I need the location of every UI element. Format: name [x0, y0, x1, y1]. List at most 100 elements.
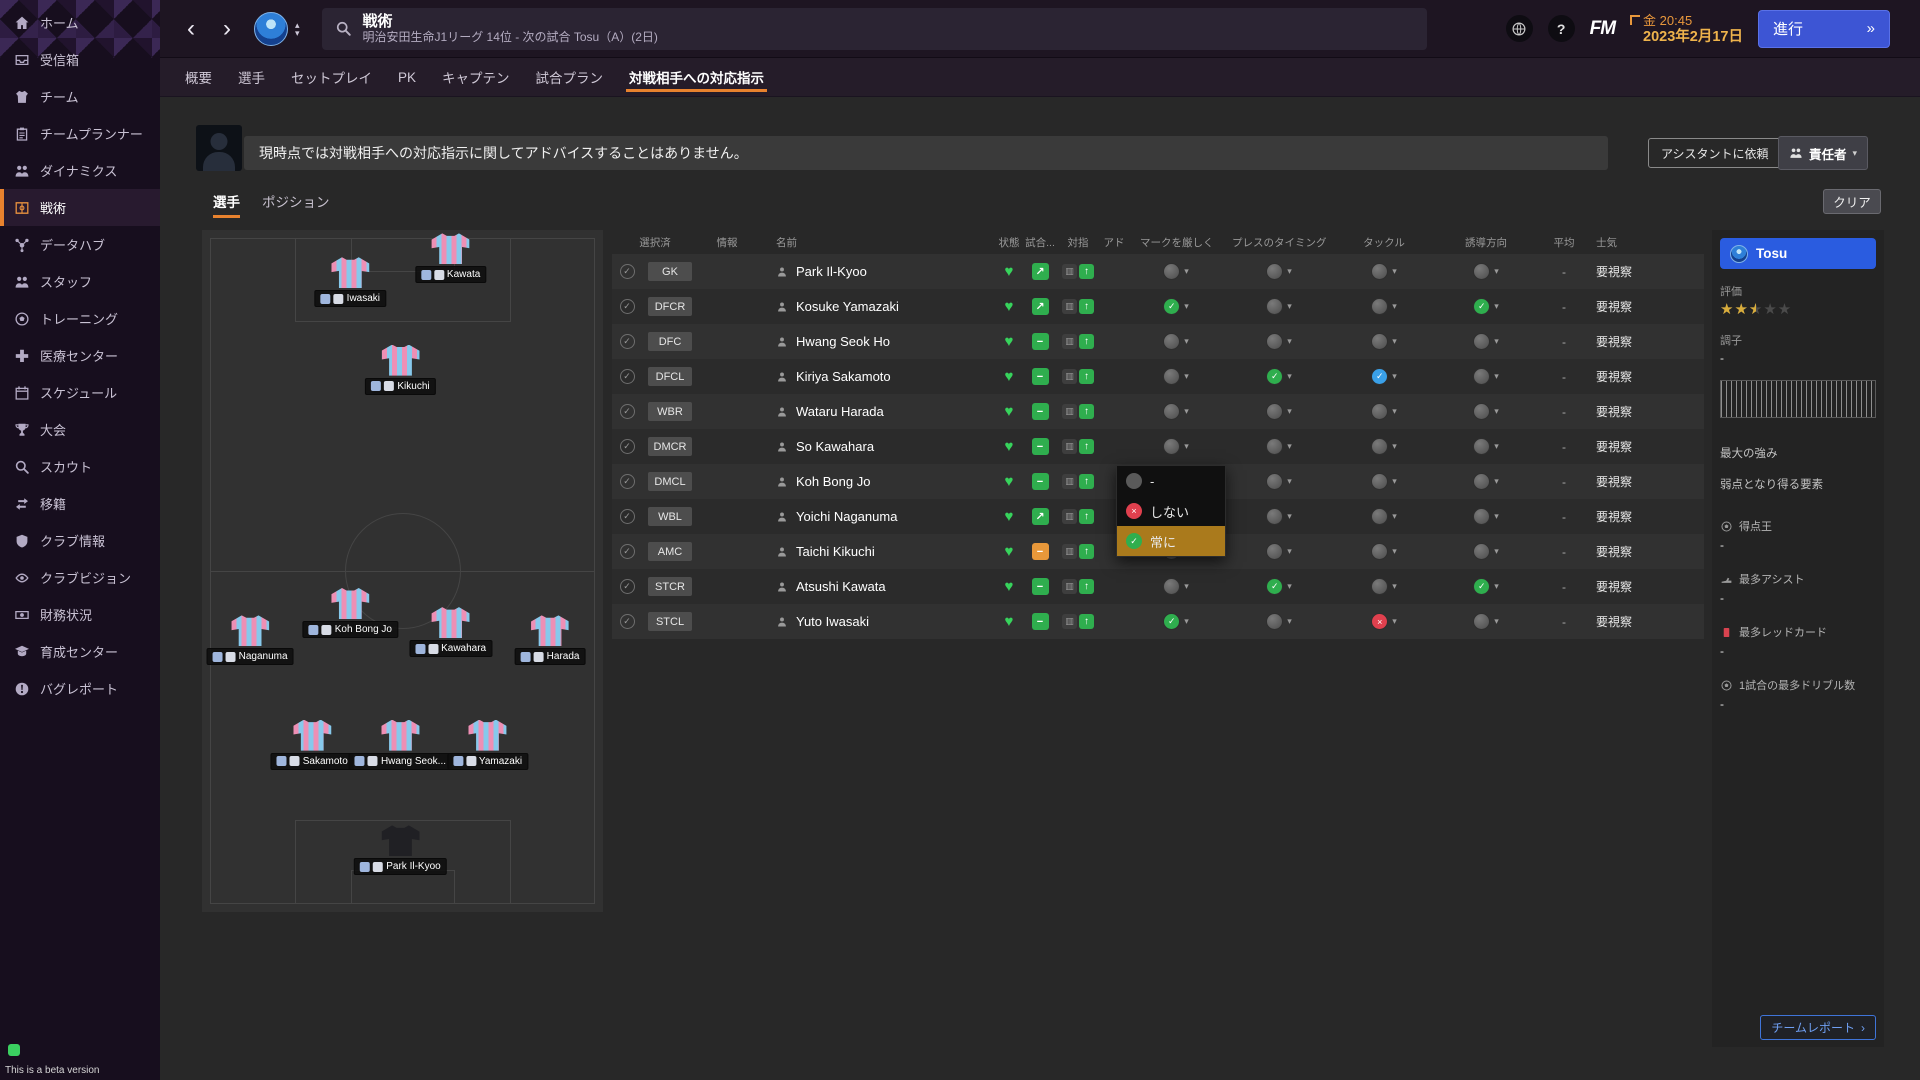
subtab-players[interactable]: 選手 [213, 191, 240, 218]
column-header[interactable]: 状態 [998, 236, 1020, 249]
tackling-select[interactable]: ✓ ▾ [1334, 359, 1434, 394]
sidebar-item-schedule[interactable]: スケジュール [0, 374, 160, 411]
player-name-cell[interactable]: Kosuke Yamazaki [756, 289, 994, 324]
tab-PK[interactable]: PK [398, 69, 417, 85]
player-name-cell[interactable]: Park Il-Kyoo [756, 254, 994, 289]
tackling-select[interactable]: ▾ [1334, 289, 1434, 324]
column-header[interactable]: 名前 [776, 236, 797, 249]
pitch-player[interactable]: Kawata [414, 233, 487, 284]
selected-checkbox[interactable]: ✓ [612, 254, 642, 289]
tackling-select[interactable]: ▾ [1334, 499, 1434, 534]
selected-checkbox[interactable]: ✓ [612, 289, 642, 324]
player-name-cell[interactable]: Kiriya Sakamoto [756, 359, 994, 394]
selected-checkbox[interactable]: ✓ [612, 604, 642, 639]
player-name-cell[interactable]: Atsushi Kawata [756, 569, 994, 604]
column-header[interactable]: 試合... [1025, 236, 1055, 249]
sidebar-item-tactics[interactable]: 戦術 [0, 189, 160, 226]
column-header[interactable]: タックル [1363, 236, 1405, 249]
dropdown-option[interactable]: × しない [1117, 496, 1225, 526]
team-report-button[interactable]: チームレポート › [1760, 1015, 1876, 1040]
tight-marking-select[interactable]: ▾ [1128, 569, 1224, 604]
show-onto-foot-select[interactable]: ▾ [1434, 429, 1538, 464]
pitch-player[interactable]: Koh Bong Jo [302, 588, 398, 639]
column-header[interactable]: 対指 [1067, 236, 1089, 249]
tight-marking-select[interactable]: ✓ ▾ [1128, 604, 1224, 639]
tight-marking-select[interactable]: ✓ ▾ [1128, 289, 1224, 324]
responsibility-button[interactable]: 責任者 ▾ [1778, 136, 1869, 170]
sidebar-item-dynamics[interactable]: ダイナミクス [0, 152, 160, 189]
tackling-select[interactable]: ▾ [1334, 464, 1434, 499]
sidebar-item-team[interactable]: チーム [0, 78, 160, 115]
pressing-timing-select[interactable]: ▾ [1224, 604, 1334, 639]
pitch-player[interactable]: Sakamoto [270, 719, 354, 770]
sidebar-item-club-info[interactable]: クラブ情報 [0, 522, 160, 559]
pitch-player[interactable]: Kikuchi [365, 344, 436, 395]
column-header[interactable]: 情報 [716, 236, 738, 249]
tackling-select[interactable]: ▾ [1334, 394, 1434, 429]
tight-marking-select[interactable]: ▾ [1128, 254, 1224, 289]
pressing-timing-select[interactable]: ▾ [1224, 254, 1334, 289]
pitch-player[interactable]: Naganuma [206, 615, 294, 666]
sidebar-item-club-vision[interactable]: クラブビジョン [0, 559, 160, 596]
selected-checkbox[interactable]: ✓ [612, 359, 642, 394]
dropdown-option[interactable]: ✓ 常に [1117, 526, 1225, 556]
column-header[interactable]: 平均 [1553, 236, 1575, 249]
pitch-player[interactable]: Yamazaki [446, 719, 529, 770]
tight-marking-select[interactable]: ▾ [1128, 324, 1224, 359]
column-header[interactable]: プレスのタイミング [1232, 236, 1327, 249]
selected-checkbox[interactable]: ✓ [612, 534, 642, 569]
sidebar-item-home[interactable]: ホーム [0, 4, 160, 41]
pressing-timing-select[interactable]: ▾ [1224, 429, 1334, 464]
search-title-box[interactable]: 戦術 明治安田生命J1リーグ 14位 - 次の試合 Tosu（A）(2日) [321, 7, 1427, 50]
player-name-cell[interactable]: Yoichi Naganuma [756, 499, 994, 534]
player-name-cell[interactable]: So Kawahara [756, 429, 994, 464]
sidebar-item-bug-report[interactable]: バグレポート [0, 670, 160, 707]
column-header[interactable]: アド [1103, 236, 1125, 249]
continue-button[interactable]: 進行 » [1758, 9, 1890, 48]
tab-概要[interactable]: 概要 [185, 71, 212, 86]
pitch-player[interactable]: Park Il-Kyoo [354, 825, 447, 876]
selected-checkbox[interactable]: ✓ [612, 394, 642, 429]
pressing-timing-select[interactable]: ▾ [1224, 289, 1334, 324]
sidebar-item-medical-centre[interactable]: 医療センター [0, 337, 160, 374]
pressing-timing-select[interactable]: ▾ [1224, 499, 1334, 534]
sidebar-item-data-hub[interactable]: データハブ [0, 226, 160, 263]
column-header[interactable]: 士気 [1596, 236, 1617, 249]
sidebar-item-scouting[interactable]: スカウト [0, 448, 160, 485]
pitch-player[interactable]: Iwasaki [314, 257, 387, 308]
ask-assistant-button[interactable]: アシスタントに依頼 [1648, 138, 1782, 168]
selected-checkbox[interactable]: ✓ [612, 464, 642, 499]
show-onto-foot-select[interactable]: ✓ ▾ [1434, 289, 1538, 324]
tab-試合プラン[interactable]: 試合プラン [535, 71, 604, 86]
column-header[interactable]: 誘導方向 [1465, 236, 1507, 249]
tab-対戦相手への対応指示[interactable]: 対戦相手への対応指示 [616, 58, 777, 96]
tackling-select[interactable]: ▾ [1334, 534, 1434, 569]
show-onto-foot-select[interactable]: ▾ [1434, 534, 1538, 569]
show-onto-foot-select[interactable]: ▾ [1434, 254, 1538, 289]
pressing-timing-select[interactable]: ▾ [1224, 324, 1334, 359]
tight-marking-select[interactable]: ▾ [1128, 359, 1224, 394]
tight-marking-select[interactable]: ▾ [1128, 429, 1224, 464]
selected-checkbox[interactable]: ✓ [612, 499, 642, 534]
forward-button[interactable]: › [223, 14, 231, 42]
pressing-timing-select[interactable]: ✓ ▾ [1224, 359, 1334, 394]
tab-キャプテン[interactable]: キャプテン [442, 71, 510, 86]
show-onto-foot-select[interactable]: ▾ [1434, 394, 1538, 429]
pressing-timing-select[interactable]: ▾ [1224, 534, 1334, 569]
tab-セットプレイ[interactable]: セットプレイ [291, 71, 372, 86]
show-onto-foot-select[interactable]: ✓ ▾ [1434, 569, 1538, 604]
player-name-cell[interactable]: Yuto Iwasaki [756, 604, 994, 639]
world-button[interactable] [1505, 15, 1533, 42]
subtab-positions[interactable]: ポジション [262, 195, 330, 210]
pressing-timing-select[interactable]: ▾ [1224, 464, 1334, 499]
back-button[interactable]: ‹ [187, 14, 195, 42]
show-onto-foot-select[interactable]: ▾ [1434, 464, 1538, 499]
sidebar-item-competitions[interactable]: 大会 [0, 411, 160, 448]
tab-選手[interactable]: 選手 [238, 71, 265, 86]
tackling-select[interactable]: ▾ [1334, 324, 1434, 359]
tight-marking-select[interactable]: ▾ [1128, 394, 1224, 429]
opponent-team-button[interactable]: Tosu [1720, 238, 1876, 269]
pitch-player[interactable]: Harada [514, 615, 586, 666]
pressing-timing-select[interactable]: ▾ [1224, 394, 1334, 429]
show-onto-foot-select[interactable]: ▾ [1434, 324, 1538, 359]
